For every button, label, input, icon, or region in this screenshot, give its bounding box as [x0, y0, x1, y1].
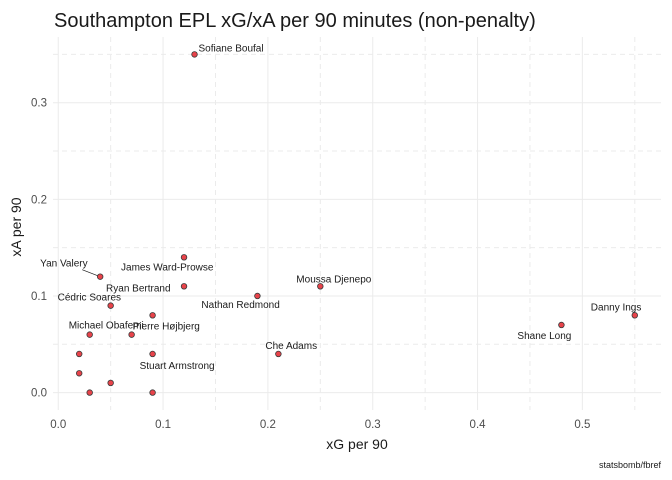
point-label: Pierre Højbjerg	[133, 322, 200, 333]
scatter-point	[76, 370, 83, 377]
point-label: James Ward-Prowse	[121, 262, 214, 273]
point-labels: Sofiane Boufal Yan Valery James Ward-Prows…	[40, 43, 641, 372]
point-label: Nathan Redmond	[201, 300, 279, 311]
scatter-point	[317, 283, 324, 290]
point-label: Moussa Djenepo	[296, 274, 371, 285]
label-leader-lines	[82, 269, 101, 277]
chart-caption: statsbomb/fbref	[599, 460, 662, 470]
scatter-point	[180, 254, 188, 261]
point-label: Yan Valery	[40, 259, 87, 270]
point-label: Michael Obafemi	[69, 321, 144, 332]
point-label: Stuart Armstrong	[140, 361, 215, 372]
y-tick-label: 0.1	[31, 291, 47, 303]
x-axis-ticks: 0.0 0.1 0.2 0.3 0.4 0.5	[50, 419, 590, 431]
scatter-point	[180, 283, 188, 290]
y-axis-title: xA per 90	[8, 197, 24, 256]
point-label: Sofiane Boufal	[199, 43, 264, 54]
scatter-point	[149, 312, 156, 319]
x-tick-label: 0.2	[260, 419, 276, 431]
grid	[53, 37, 661, 410]
x-axis-title: xG per 90	[326, 436, 388, 452]
scatter-point	[86, 389, 93, 396]
point-label: Cédric Soares	[58, 293, 121, 304]
x-tick-label: 0.4	[470, 419, 487, 431]
point-label: Shane Long	[517, 331, 571, 342]
scatter-point	[254, 292, 261, 300]
scatter-point	[86, 331, 93, 338]
scatter-point	[96, 273, 104, 280]
scatter-point	[631, 312, 638, 319]
data-points	[76, 51, 638, 396]
point-label: Ryan Bertrand	[106, 283, 170, 294]
y-tick-label: 0.2	[31, 194, 47, 206]
x-tick-label: 0.3	[365, 419, 381, 431]
scatter-point	[149, 389, 156, 396]
y-tick-label: 0.0	[31, 388, 47, 400]
point-label: Danny Ings	[591, 302, 642, 313]
scatter-point	[128, 331, 135, 338]
scatter-point	[558, 321, 565, 329]
label-leader-line	[82, 269, 101, 277]
scatter-point	[107, 302, 114, 309]
x-tick-label: 0.5	[574, 419, 590, 431]
point-label: Che Adams	[265, 341, 317, 352]
scatter-point	[275, 350, 282, 358]
y-tick-label: 0.3	[31, 98, 47, 110]
x-tick-label: 0.1	[155, 419, 171, 431]
scatter-point	[76, 350, 83, 358]
scatter-point	[107, 379, 114, 387]
y-axis-ticks: 0.0 0.1 0.2 0.3	[31, 98, 47, 400]
chart-title: Southampton EPL xG/xA per 90 minutes (no…	[54, 10, 536, 32]
scatter-point	[149, 350, 156, 358]
x-tick-label: 0.0	[50, 419, 66, 431]
scatter-point	[191, 51, 198, 58]
